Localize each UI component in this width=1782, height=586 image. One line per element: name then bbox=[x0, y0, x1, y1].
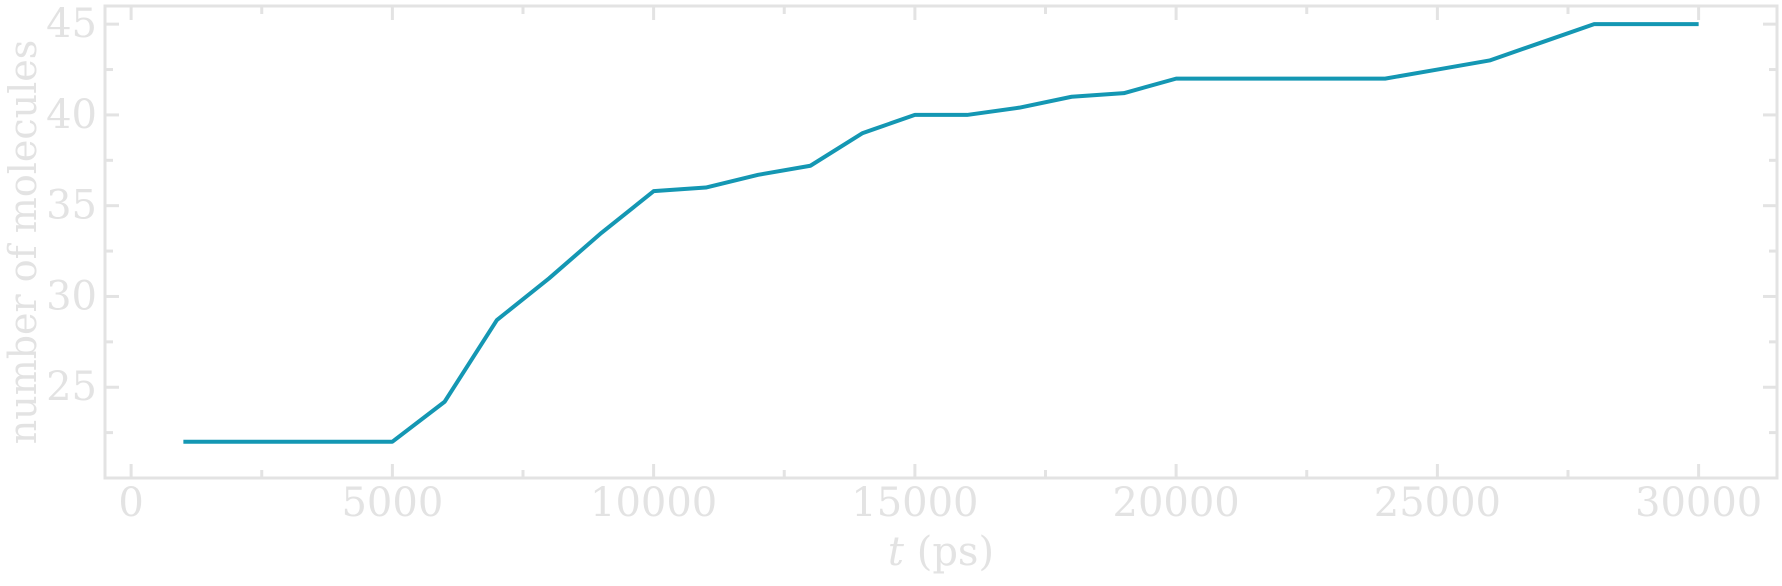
y-tick-labels: 25 30 35 40 45 bbox=[46, 1, 97, 410]
x-axis-label-italic: t bbox=[888, 529, 905, 575]
x-tick-label: 30000 bbox=[1635, 480, 1762, 526]
plot-area bbox=[183, 24, 1698, 442]
y-tick-label: 35 bbox=[46, 183, 97, 229]
plot-frame bbox=[105, 6, 1777, 478]
y-tick-label: 25 bbox=[46, 364, 97, 410]
tick-marks bbox=[105, 6, 1777, 478]
series-line bbox=[183, 24, 1698, 442]
x-tick-label: 5000 bbox=[341, 480, 443, 526]
y-tick-label: 45 bbox=[46, 1, 97, 47]
x-tick-label: 0 bbox=[118, 480, 143, 526]
x-axis-label-units: (ps) bbox=[904, 529, 994, 575]
x-axis-label: t (ps) bbox=[888, 529, 994, 575]
x-tick-label: 10000 bbox=[590, 480, 717, 526]
x-tick-label: 25000 bbox=[1374, 480, 1501, 526]
y-tick-label: 30 bbox=[46, 273, 97, 319]
x-tick-label: 20000 bbox=[1113, 480, 1240, 526]
x-tick-labels: 0 5000 10000 15000 20000 25000 30000 bbox=[118, 480, 1762, 526]
y-axis-label: number of molecules bbox=[1, 40, 45, 445]
x-tick-label: 15000 bbox=[851, 480, 978, 526]
y-tick-label: 40 bbox=[46, 92, 97, 138]
